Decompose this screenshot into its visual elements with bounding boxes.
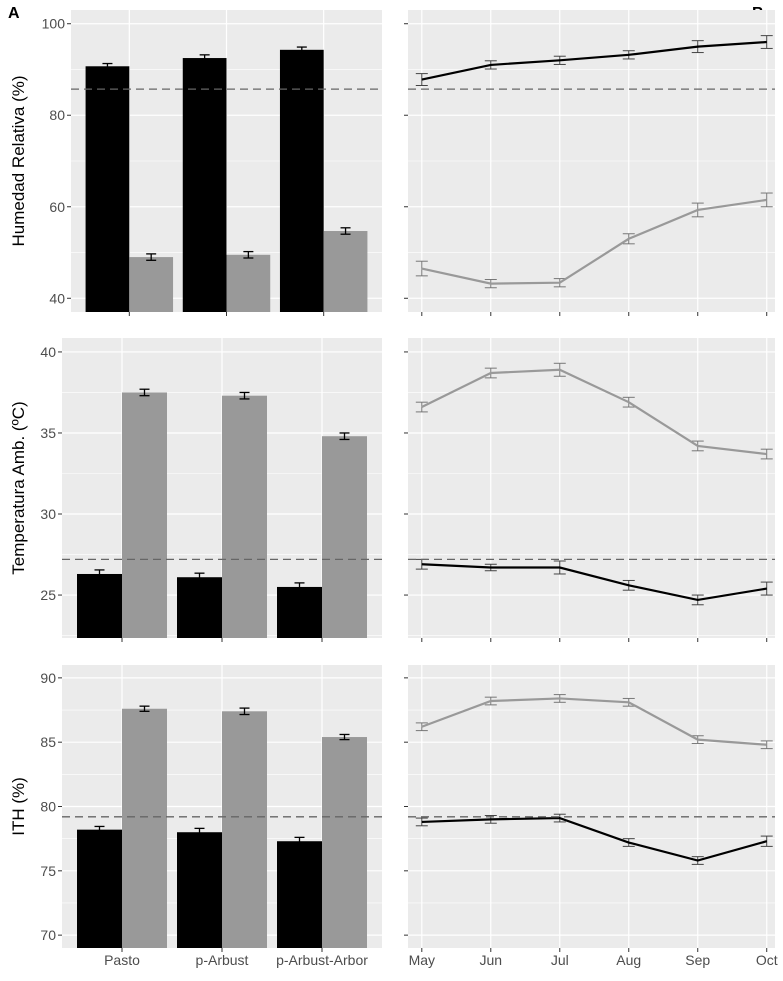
y-tick-label: 35 xyxy=(40,425,56,441)
line-gray xyxy=(421,697,767,746)
y-axis-label: Temperatura Amb. (ºC) xyxy=(9,401,28,574)
panel-label-a: A xyxy=(8,5,20,22)
x-tick-label: May xyxy=(409,952,435,968)
x-tick-label: Jul xyxy=(551,952,569,968)
y-tick-label: 75 xyxy=(40,863,56,879)
bar-black-p-Arbust xyxy=(177,577,222,638)
bar-gray-p-Arbust-Arbor xyxy=(323,231,368,312)
error-bar xyxy=(194,827,205,837)
error-bar xyxy=(94,569,105,579)
bar-black-Pasto xyxy=(85,66,130,312)
error-bar xyxy=(139,705,150,712)
error-bar xyxy=(194,572,205,582)
y-axis-label: Humedad Relativa (%) xyxy=(9,75,28,246)
x-tick-label: p-Arbust xyxy=(196,952,249,968)
panel-a-row-1: 40 60 80 100 Humedad Relativa (%) xyxy=(9,10,382,316)
error-bar xyxy=(339,733,350,741)
bar-black-p-Arbust-Arbor xyxy=(277,586,322,638)
panel-b-row-3: May Jun Jul Aug Sep Oct xyxy=(404,665,778,968)
error-bar xyxy=(146,253,157,261)
bar-black-Pasto xyxy=(77,829,122,948)
error-bar xyxy=(199,54,210,62)
bar-gray-p-Arbust xyxy=(222,395,267,638)
error-bar xyxy=(239,391,250,400)
x-tick-label: p-Arbust-Arbor xyxy=(276,952,368,968)
bar-black-Pasto xyxy=(77,573,122,638)
panel-background xyxy=(408,338,775,638)
y-tick-label: 25 xyxy=(40,587,56,603)
panel-b-row-1 xyxy=(404,10,775,316)
panel-a-row-2: 25 30 35 40 Temperatura Amb. (ºC) xyxy=(9,338,382,642)
y-tick-label: 90 xyxy=(40,670,56,686)
bar-gray-Pasto xyxy=(122,708,167,948)
bar-black-p-Arbust-Arbor xyxy=(277,841,322,948)
error-bar xyxy=(102,62,113,70)
line-black xyxy=(421,563,767,602)
x-tick-label: Aug xyxy=(616,952,641,968)
line-gray xyxy=(421,368,767,456)
bar-black-p-Arbust-Arbor xyxy=(279,49,324,313)
bar-gray-Pasto xyxy=(129,257,174,312)
y-tick-label: 40 xyxy=(49,290,65,306)
error-bar xyxy=(239,707,250,716)
error-bar xyxy=(294,836,305,846)
x-tick-label: Sep xyxy=(685,952,710,968)
bar-gray-Pasto xyxy=(122,392,167,638)
error-bar xyxy=(340,227,351,235)
y-tick-label: 85 xyxy=(40,734,56,750)
bar-gray-p-Arbust-Arbor xyxy=(322,436,367,638)
bar-gray-p-Arbust xyxy=(222,711,267,948)
panel-b-row-2 xyxy=(404,338,775,642)
bar-black-p-Arbust xyxy=(182,58,227,312)
x-tick-label: Oct xyxy=(756,952,778,968)
line-black xyxy=(421,816,768,862)
error-bar xyxy=(296,46,307,54)
y-axis-label: ITH (%) xyxy=(9,777,28,836)
bar-gray-p-Arbust xyxy=(226,254,271,312)
y-tick-label: 40 xyxy=(40,344,56,360)
y-tick-label: 80 xyxy=(40,799,56,815)
bar-black-p-Arbust xyxy=(177,832,222,948)
error-bar xyxy=(94,825,105,834)
x-tick-label: Pasto xyxy=(104,952,140,968)
y-tick-label: 60 xyxy=(49,199,65,215)
bar-gray-p-Arbust-Arbor xyxy=(322,737,367,948)
error-bar xyxy=(139,388,150,397)
panel-a-row-3: 70 75 80 85 90 Pasto p-Arbust p-Arbust-Arbor ITH… xyxy=(9,665,382,968)
line-gray xyxy=(421,198,767,285)
y-tick-label: 30 xyxy=(40,506,56,522)
error-bar xyxy=(243,250,254,259)
y-tick-label: 80 xyxy=(49,107,65,123)
y-tick-label: 70 xyxy=(40,927,56,943)
error-bar xyxy=(294,582,305,592)
y-tick-label: 100 xyxy=(42,16,66,32)
x-tick-label: Jun xyxy=(479,952,502,968)
line-black xyxy=(421,40,767,81)
error-bar xyxy=(339,432,350,441)
